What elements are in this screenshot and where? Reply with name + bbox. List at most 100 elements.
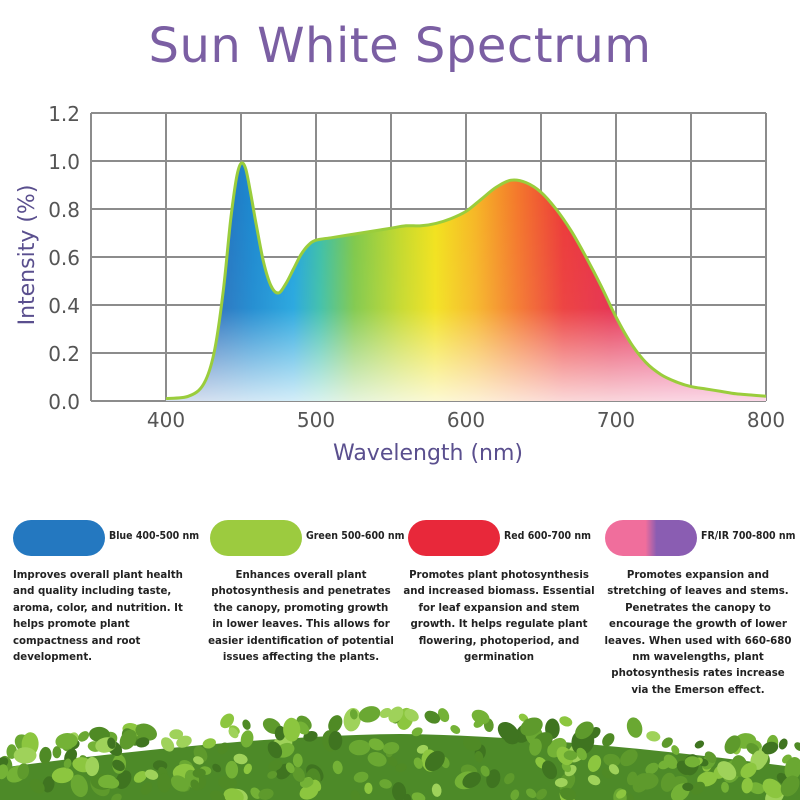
leaf-shape: [17, 763, 30, 780]
leaf-shape: [520, 717, 543, 736]
leaf-shape: [193, 756, 204, 765]
leaf-shape: [119, 729, 137, 750]
leaf-shape: [450, 725, 461, 734]
x-tick-label: 700: [597, 408, 635, 432]
leaf-shape: [190, 779, 200, 791]
leaf-shape: [740, 762, 757, 779]
leaf-shape: [480, 765, 490, 777]
leaf-shape: [42, 776, 55, 793]
leaf-shape: [0, 764, 9, 780]
leaf-shape: [616, 789, 627, 799]
leaf-shape: [486, 769, 501, 789]
leaf-shape: [285, 762, 295, 774]
leaf-shape: [645, 762, 659, 775]
leaf-shape: [635, 772, 659, 790]
leaf-shape: [784, 756, 800, 781]
green-description: Enhances overall plant photosynthesis an…: [208, 570, 394, 664]
x-tick-label: 500: [297, 408, 335, 432]
leaf-shape: [526, 788, 537, 799]
leaf-shape: [176, 735, 192, 748]
y-tick-label: 0.6: [48, 246, 80, 270]
leaf-shape: [529, 738, 542, 756]
red-swatch: [408, 520, 500, 556]
leaf-shape: [625, 793, 635, 800]
leaf-shape: [368, 738, 384, 751]
x-axis-label: Wavelength (nm): [333, 441, 523, 466]
x-tick-label: 400: [147, 408, 185, 432]
leaf-shape: [170, 775, 189, 792]
spectrum-chart: 400 500 600 700 800 0.0 0.2 0.4 0.6 0.8 1.0 1.2 Wa…: [15, 102, 785, 466]
leaf-shape: [328, 715, 343, 733]
leaf-shape: [135, 723, 157, 741]
leaf-shape: [228, 727, 239, 739]
frir-description: Promotes expansion and stretching of lea…: [604, 570, 792, 696]
green-swatch: [210, 520, 302, 556]
leaf-shape: [157, 773, 172, 793]
leaf-shape: [258, 788, 274, 800]
leaf-shape: [563, 750, 578, 761]
leaf-shape: [587, 775, 601, 786]
leaf-shape: [761, 741, 779, 755]
leaf-shape: [671, 745, 680, 755]
leaf-shape: [112, 759, 125, 772]
spectrum-line: [165, 161, 767, 401]
leaf-shape: [104, 777, 120, 789]
leaf-shape: [535, 788, 548, 800]
leaf-shape: [39, 746, 52, 764]
leaf-shape: [437, 708, 450, 723]
leaf-shape: [379, 779, 392, 789]
leaf-shape: [358, 706, 381, 723]
y-axis-label: Intensity (%): [15, 185, 40, 326]
leaf-shape: [749, 782, 765, 795]
leaf-shape: [473, 719, 484, 728]
legend-frir-label: FR/IR 700-800 nm: [701, 530, 796, 542]
leaf-shape: [602, 733, 615, 747]
leaf-shape: [243, 763, 252, 775]
leaf-shape: [794, 742, 800, 752]
leaf-shape: [474, 751, 484, 763]
leaf-shape: [576, 747, 587, 761]
blue-swatch: [13, 520, 105, 556]
legend-red-label: Red 600-700 nm: [504, 530, 591, 542]
leaf-shape: [694, 740, 705, 749]
leaf-shape: [741, 777, 753, 794]
leaf-shape: [424, 710, 441, 724]
leaf-shape: [78, 731, 90, 742]
leaf-shape: [541, 760, 558, 780]
spectrum-area-fade: [166, 162, 766, 401]
y-tick-label: 0.2: [48, 342, 80, 366]
leaf-shape: [55, 733, 78, 750]
leaf-shape: [411, 727, 423, 737]
leaf-shape: [497, 721, 519, 743]
leaf-shape: [332, 760, 343, 775]
leaf-shape: [292, 753, 303, 768]
leaf-shape: [250, 787, 262, 799]
leaf-shape: [218, 775, 238, 790]
microgreens-image: [0, 706, 800, 800]
leaf-shape: [242, 719, 251, 730]
leaf-shape: [724, 735, 741, 755]
leaf-shape: [587, 755, 602, 772]
y-tick-label: 0.0: [48, 390, 80, 414]
leaf-shape: [431, 783, 442, 797]
y-tick-label: 1.2: [48, 102, 80, 126]
leaf-shape: [608, 764, 620, 775]
leaf-shape: [70, 774, 88, 798]
leaf-shape: [115, 770, 132, 790]
leaf-shape: [220, 713, 235, 729]
y-tick-label: 0.8: [48, 198, 80, 222]
leaf-shape: [107, 737, 116, 749]
leaf-shape: [603, 753, 621, 767]
leaf-shape: [217, 742, 229, 755]
y-tick-labels: 0.0 0.2 0.4 0.6 0.8 1.0 1.2: [48, 102, 80, 414]
leaf-shape: [411, 792, 426, 800]
leaf-shape: [632, 775, 641, 786]
leaf-shape: [646, 731, 661, 742]
leaf-shape: [559, 716, 573, 727]
frir-swatch: [605, 520, 697, 556]
leaf-shape: [140, 782, 153, 795]
leaf-shape: [349, 709, 358, 720]
leaf-shape: [413, 757, 423, 769]
leaf-shape: [424, 750, 445, 772]
leaf-shape: [268, 759, 283, 771]
